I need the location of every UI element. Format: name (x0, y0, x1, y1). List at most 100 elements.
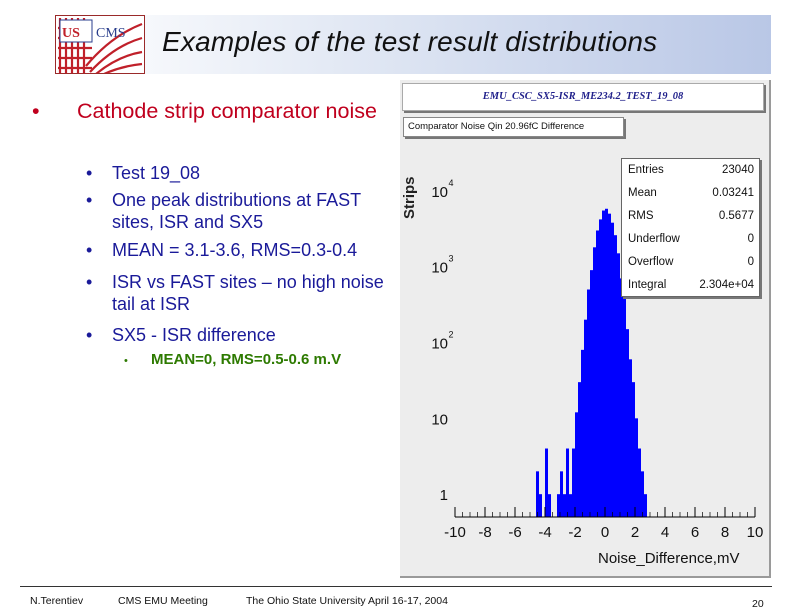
histogram-title: Comparator Noise Qin 20.96fC Difference (403, 117, 624, 137)
y-tick-exponent: 4 (448, 178, 453, 188)
stats-row-rms: RMS 0.5677 (628, 210, 754, 230)
y-tick-label: 10 (431, 184, 448, 201)
bullet-dot: • (86, 163, 93, 183)
histogram-bar (623, 298, 626, 517)
histogram-bar (569, 494, 572, 517)
y-tick-label: 10 (431, 260, 448, 277)
footer-venue: The Ohio State University April 16-17, 2… (246, 595, 448, 607)
histogram-bar (578, 382, 581, 517)
sub-bullet-text: One peak distributions at FAST sites, IS… (112, 190, 361, 232)
x-tick-label: -4 (538, 524, 551, 541)
histogram-bar (644, 494, 647, 517)
stats-value: 0 (747, 256, 754, 268)
histogram-bar (617, 253, 620, 517)
histogram-bar (629, 359, 632, 517)
stats-value: 0 (747, 233, 754, 245)
stats-row-mean: Mean 0.03241 (628, 187, 754, 207)
bullet-dot: • (86, 325, 93, 345)
x-axis-label: Noise_Difference,mV (598, 550, 740, 567)
histogram-bar (575, 412, 578, 517)
footer-divider (20, 586, 772, 587)
uscms-logo: US CMS (55, 15, 145, 74)
histogram-bar (563, 494, 566, 517)
y-axis-label-text: Strips (401, 176, 418, 219)
histogram-bar (545, 448, 548, 517)
sub-bullet-text: Test 19_08 (112, 163, 201, 183)
y-tick-label: 1 (440, 487, 448, 504)
stats-row-entries: Entries 23040 (628, 164, 754, 184)
histogram-bar (587, 289, 590, 517)
histogram-bar (560, 471, 563, 517)
main-bullet-text: Cathode strip comparator noise (77, 99, 377, 123)
histogram-bar (590, 270, 593, 517)
histogram-bar (593, 247, 596, 517)
histogram-bar (605, 208, 608, 517)
x-tick-label: 4 (661, 524, 669, 541)
bullet-dot: • (86, 240, 93, 260)
histogram-bar (611, 222, 614, 517)
histogram-bar (539, 494, 542, 517)
sub-bullet-text: ISR vs FAST sites – no high noise tail a… (112, 272, 384, 314)
stats-label: Entries (628, 164, 664, 176)
y-tick-exponent: 3 (448, 254, 453, 264)
stats-label: RMS (628, 210, 654, 222)
histogram-bar (620, 278, 623, 517)
x-tick-label: 2 (631, 524, 639, 541)
footer-meeting: CMS EMU Meeting (118, 595, 208, 607)
histogram-bar (608, 213, 611, 517)
stats-row-integral: Integral 2.304e+04 (628, 279, 754, 299)
histogram-bar (584, 319, 587, 517)
histogram-bar (557, 494, 560, 517)
stats-box: Entries 23040 Mean 0.03241 RMS 0.5677 Under… (621, 158, 760, 297)
x-tick-label: 8 (721, 524, 729, 541)
canvas-title: EMU_CSC_SX5-ISR_ME234.2_TEST_19_08 (482, 91, 684, 102)
subsub-bullet-text: MEAN=0, RMS=0.5-0.6 m.V (151, 351, 342, 368)
y-tick-exponent: 2 (448, 330, 453, 340)
histogram-bar (614, 235, 617, 517)
svg-text:CMS: CMS (96, 26, 126, 41)
histogram-bar (632, 382, 635, 517)
x-tick-label: -8 (478, 524, 491, 541)
svg-text:US: US (62, 26, 80, 41)
histogram-bar (602, 210, 605, 517)
bullet-dot: • (32, 99, 40, 123)
histogram-bar (566, 448, 569, 517)
stats-row-overflow: Overflow 0 (628, 256, 754, 276)
histogram-bar (599, 219, 602, 517)
x-tick-label: 10 (747, 524, 764, 541)
stats-row-underflow: Underflow 0 (628, 233, 754, 253)
histogram-bar (572, 448, 575, 517)
bullet-dot: • (86, 272, 93, 292)
bullet-dot: • (86, 190, 93, 210)
x-tick-label: -10 (444, 524, 466, 541)
x-tick-label: -2 (568, 524, 581, 541)
canvas-title-box: EMU_CSC_SX5-ISR_ME234.2_TEST_19_08 (402, 83, 764, 111)
histogram-bar (596, 230, 599, 517)
histogram-bar (635, 418, 638, 517)
y-tick-label: 10 (431, 336, 448, 353)
histogram-bar (626, 329, 629, 517)
bullet-dot: • (124, 355, 128, 367)
stats-label: Overflow (628, 256, 674, 268)
footer-author: N.Terentiev (30, 595, 84, 607)
x-tick-label: 0 (601, 524, 609, 541)
stats-value: 0.03241 (712, 187, 754, 199)
stats-label: Integral (628, 279, 667, 291)
histogram-bar (638, 448, 641, 517)
histogram-bar (548, 494, 551, 517)
title-banner (55, 15, 771, 74)
stats-value: 23040 (722, 164, 754, 176)
stats-value: 2.304e+04 (699, 279, 754, 291)
sub-bullet-text: SX5 - ISR difference (112, 325, 276, 345)
stats-value: 0.5677 (718, 210, 754, 222)
stats-label: Mean (628, 187, 657, 199)
x-tick-label: -6 (508, 524, 521, 541)
slide-title: Examples of the test result distribution… (162, 26, 658, 57)
histogram-bar (641, 471, 644, 517)
histogram-bar (581, 349, 584, 517)
histogram-bar (536, 471, 539, 517)
x-tick-label: 6 (691, 524, 699, 541)
page-number: 20 (752, 598, 764, 610)
stats-label: Underflow (628, 233, 680, 245)
